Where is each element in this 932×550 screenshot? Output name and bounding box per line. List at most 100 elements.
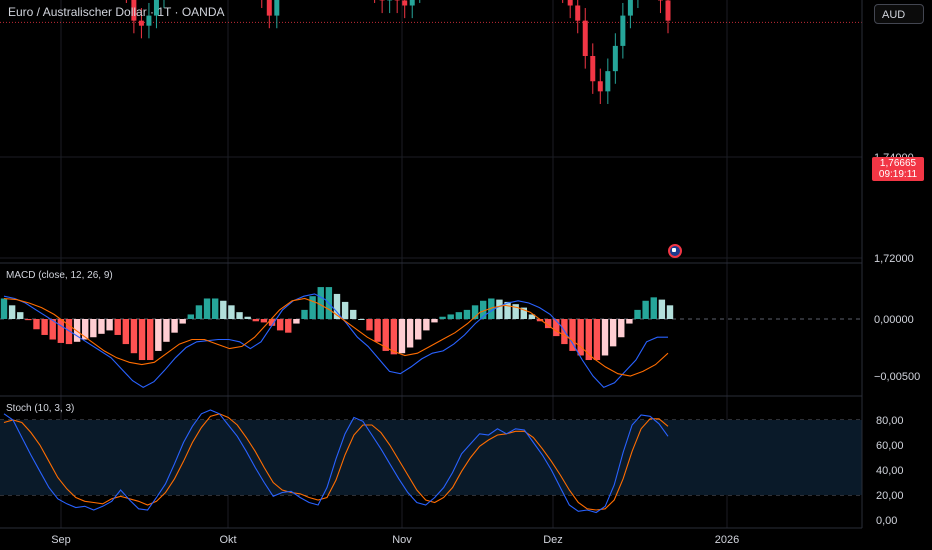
macd-histogram-bar (276, 319, 284, 331)
candle-body (582, 20, 588, 56)
macd-axis-label: −0,00500 (874, 371, 920, 383)
stoch-axis-label: 80,00 (876, 415, 904, 427)
macd-histogram-bar (106, 319, 113, 331)
macd-histogram-bar (82, 319, 89, 340)
price-axis-label: 1,72000 (874, 253, 914, 265)
macd-histogram-bar (504, 301, 511, 319)
macd-histogram-bar (163, 319, 170, 342)
macd-histogram-bar (195, 305, 203, 319)
candle-body (612, 45, 618, 72)
macd-histogram-bar (455, 312, 463, 319)
macd-histogram-bar (358, 319, 365, 320)
macd-histogram-bar (439, 316, 446, 319)
macd-histogram-bar (618, 319, 625, 338)
stoch-axis-label: 60,00 (876, 440, 904, 452)
macd-histogram-bar (366, 319, 373, 331)
stoch-axis-label: 0,00 (876, 515, 897, 527)
stoch-indicator-label[interactable]: Stoch (10, 3, 3) (6, 403, 75, 414)
chart-grid (0, 0, 862, 528)
time-axis-label: Nov (392, 534, 412, 546)
macd-histogram-bar (585, 319, 592, 361)
macd-histogram-bar (25, 319, 32, 321)
macd-histogram-bar (398, 319, 406, 354)
macd-histogram-bar (642, 300, 649, 319)
macd-histogram-bar (569, 319, 576, 351)
macd-histogram-bar (601, 319, 609, 356)
candle-body (597, 81, 603, 92)
last-price-value: 1,76665 (879, 158, 917, 169)
macd-histogram-bar (309, 296, 316, 319)
candle-body (153, 0, 159, 16)
macd-indicator-label[interactable]: MACD (close, 12, 26, 9) (6, 270, 113, 281)
macd-histogram-bar (155, 319, 162, 351)
macd-histogram-bar (406, 319, 414, 348)
stoch-k-line (3, 409, 669, 514)
signal-line (3, 297, 669, 377)
macd-histogram-bar (268, 319, 276, 326)
macd-histogram-bar (577, 319, 584, 356)
macd-histogram-bar (57, 319, 65, 343)
macd-histogram-bar (544, 319, 552, 329)
macd-histogram-bar (171, 319, 178, 333)
macd-histogram-bar (666, 305, 674, 319)
macd-histogram-bar (90, 319, 97, 338)
macd-histogram-bar (260, 319, 268, 323)
macd-histogram-bar (471, 305, 479, 319)
stoch-band-fill (0, 420, 862, 495)
australia-flag-icon[interactable] (668, 244, 682, 258)
time-axis-label: Sep (51, 534, 71, 546)
macd-histogram-bar (301, 309, 308, 319)
macd-histogram-bar (593, 319, 601, 361)
macd-histogram-bar (333, 293, 341, 319)
macd-histogram-bar (293, 319, 300, 324)
macd-histogram-bar (33, 319, 40, 330)
macd-histogram-bar (228, 305, 235, 319)
macd-pane[interactable] (0, 287, 674, 389)
candle-body (146, 15, 152, 26)
macd-line (3, 293, 668, 389)
macd-histogram-bar (285, 319, 292, 333)
time-axis-label: Dez (543, 534, 563, 546)
macd-histogram-bar (496, 299, 503, 319)
macd-histogram-bar (650, 297, 657, 319)
candle-body (409, 0, 415, 6)
axes: SepOktNovDez20261,820001,800001,780001,7… (0, 0, 920, 546)
time-axis-label: 2026 (715, 534, 739, 546)
candle-body (138, 20, 144, 26)
macd-histogram-bar (317, 287, 324, 319)
macd-histogram-bar (374, 319, 381, 342)
macd-histogram-bar (211, 298, 219, 319)
currency-button[interactable]: AUD (874, 4, 924, 24)
macd-histogram-bar (350, 309, 357, 319)
macd-histogram-bar (236, 312, 243, 319)
macd-histogram-bar (17, 312, 24, 319)
macd-histogram-bar (65, 319, 73, 345)
symbol-title[interactable]: Euro / Australischer Dollar · 1T · OANDA (8, 5, 225, 19)
price-pane[interactable] (0, 0, 862, 104)
last-price-badge: 1,76665 09:19:11 (872, 157, 924, 181)
macd-histogram-bar (431, 319, 438, 323)
stoch-axis-label: 20,00 (876, 490, 904, 502)
macd-histogram-bar (512, 304, 519, 319)
macd-histogram-bar (122, 319, 130, 345)
macd-histogram-bar (73, 319, 81, 342)
candle-body (266, 0, 272, 16)
macd-histogram-bar (634, 309, 641, 319)
macd-histogram-bar (130, 319, 138, 354)
macd-histogram-bar (49, 319, 56, 340)
macd-histogram-bar (423, 319, 430, 331)
candle-body (131, 0, 137, 21)
candle-body (605, 71, 611, 92)
macd-histogram-bar (382, 319, 389, 351)
macd-histogram-bar (528, 314, 536, 319)
macd-histogram-bar (98, 319, 105, 334)
candle-body (402, 0, 408, 6)
macd-histogram-bar (415, 319, 422, 340)
macd-axis-label: 0,00000 (874, 314, 914, 326)
macd-histogram-bar (609, 319, 617, 347)
macd-histogram-bar (658, 299, 666, 319)
macd-histogram-bar (203, 298, 211, 319)
macd-histogram-bar (536, 319, 544, 322)
stochastic-pane[interactable] (0, 409, 862, 514)
